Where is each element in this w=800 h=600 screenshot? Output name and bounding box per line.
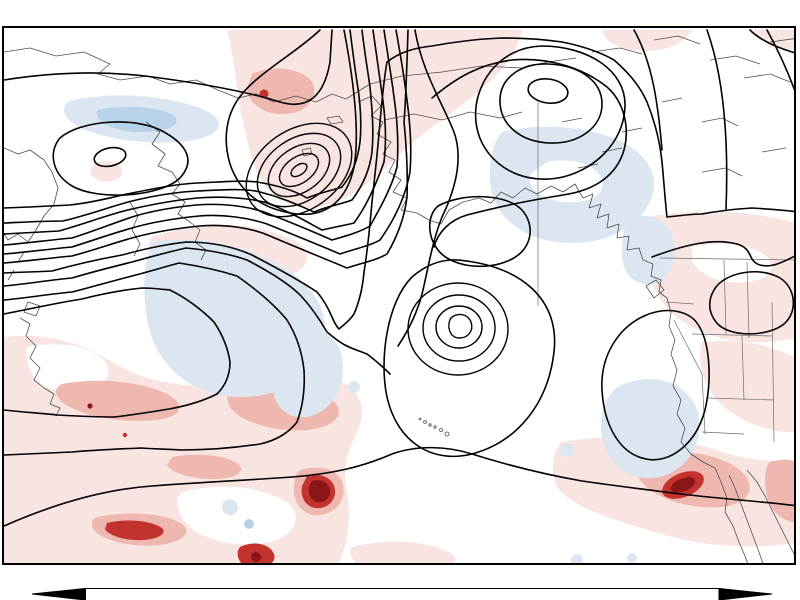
- colorbar: [0, 565, 800, 600]
- map-canvas: [4, 29, 794, 563]
- political-borders-layer: [537, 102, 794, 443]
- contour-layer: [4, 29, 794, 527]
- header: [0, 0, 800, 26]
- weather-map: [2, 26, 796, 565]
- colorbar-bar: [85, 588, 721, 600]
- colorbar-right-arrow: [718, 588, 773, 600]
- colorbar-left-arrow: [31, 588, 86, 600]
